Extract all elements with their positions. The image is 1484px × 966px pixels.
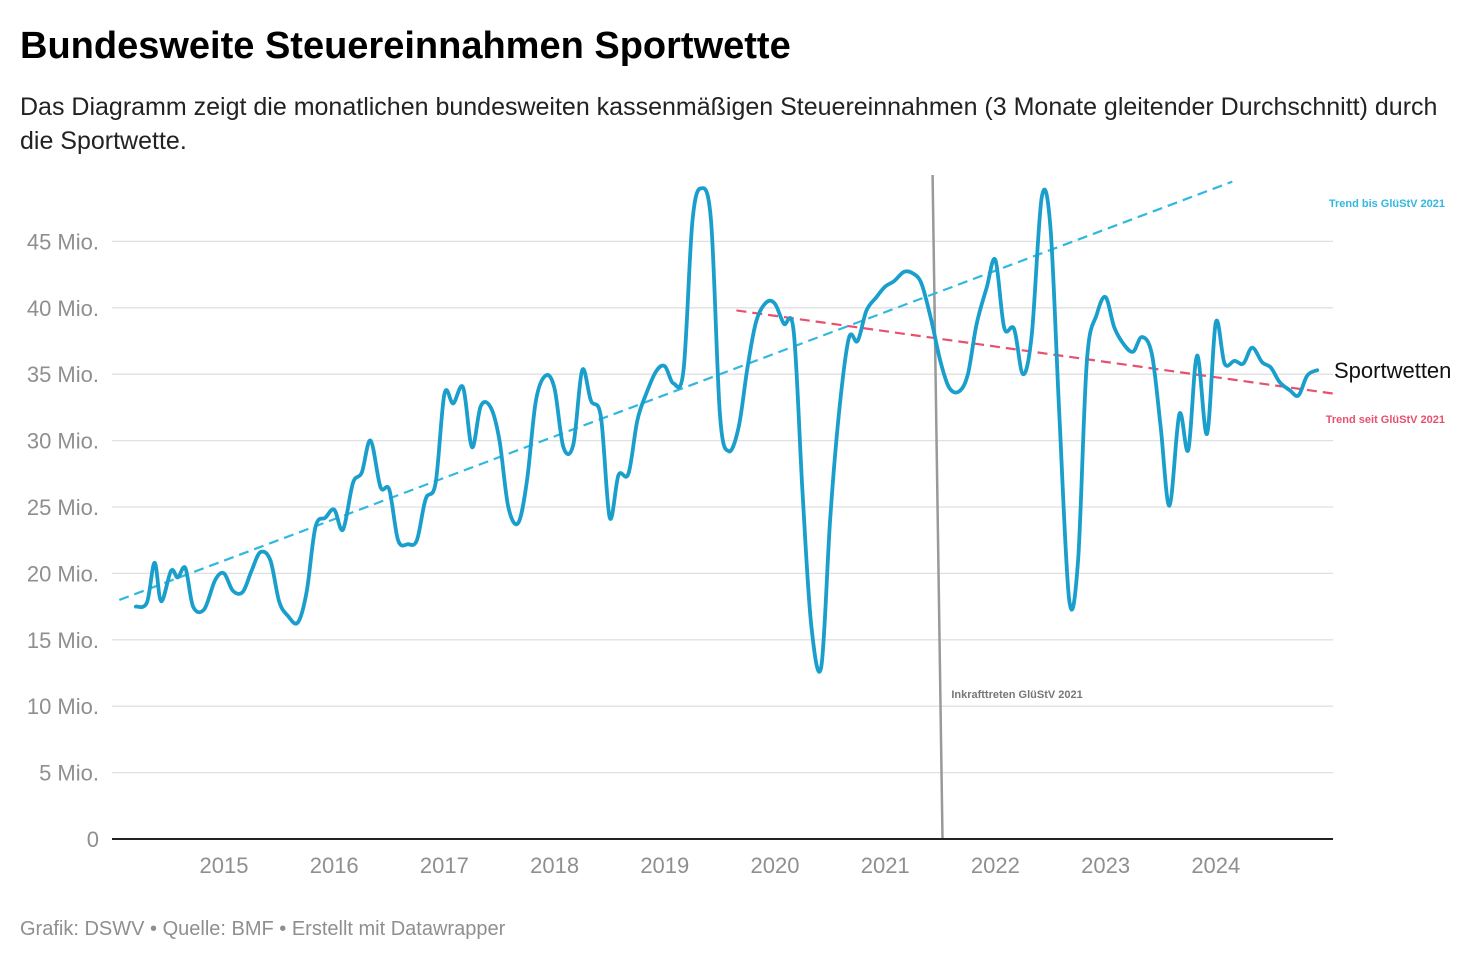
series-lines: Sportwetten <box>133 186 1451 674</box>
event-annotation: Inkrafttreten GlüStV 2021 <box>931 174 1083 840</box>
y-tick-label-45: 45 Mio. <box>27 229 99 254</box>
trend-after <box>736 309 1338 396</box>
y-tick-label-30: 30 Mio. <box>27 429 99 454</box>
y-tick-label-20: 20 Mio. <box>27 561 99 586</box>
series-label-sportwetten: Sportwetten <box>1334 358 1451 383</box>
x-tick-label-2016: 2016 <box>310 853 359 878</box>
y-tick-label-5: 5 Mio. <box>39 761 99 786</box>
event-line <box>931 174 944 840</box>
x-tick-label-2017: 2017 <box>420 853 469 878</box>
series-line-sportwetten <box>133 186 1320 674</box>
trend-before <box>118 180 1233 601</box>
x-tick-label-2024: 2024 <box>1191 853 1240 878</box>
x-axis-ticks: 2015 2016 2017 2018 2019 2020 2021 2022 2023 2024 <box>200 853 1241 878</box>
x-tick-label-2020: 2020 <box>751 853 800 878</box>
event-label: Inkrafttreten GlüStV 2021 <box>951 689 1082 701</box>
x-tick-label-2018: 2018 <box>530 853 579 878</box>
y-tick-label-25: 25 Mio. <box>27 495 99 520</box>
trend-before-label: Trend bis GlüStV 2021 <box>1329 198 1445 210</box>
x-tick-label-2015: 2015 <box>200 853 249 878</box>
trend-lines: Trend bis GlüStV 2021 Trend seit GlüStV 2… <box>118 180 1445 601</box>
x-tick-label-2022: 2022 <box>971 853 1020 878</box>
x-tick-label-2019: 2019 <box>640 853 689 878</box>
x-tick-label-2023: 2023 <box>1081 853 1130 878</box>
chart-subtitle: Das Diagramm zeigt die monatlichen bunde… <box>20 93 1438 155</box>
y-tick-label-40: 40 Mio. <box>27 296 99 321</box>
x-tick-label-2021: 2021 <box>861 853 910 878</box>
y-tick-label-10: 10 Mio. <box>27 694 99 719</box>
y-axis-ticks: 0 5 Mio. 10 Mio. 15 Mio. 20 Mio. 25 Mio. 30 Mi… <box>27 229 99 852</box>
chart-footer: Grafik: DSWV • Quelle: BMF • Erstellt mi… <box>20 918 506 940</box>
y-tick-label-0: 0 <box>87 827 99 852</box>
trend-after-label: Trend seit GlüStV 2021 <box>1326 414 1445 426</box>
y-tick-label-35: 35 Mio. <box>27 362 99 387</box>
chart-title: Bundesweite Steuereinnahmen Sportwette <box>20 25 791 67</box>
y-tick-label-15: 15 Mio. <box>27 628 99 653</box>
gridlines <box>112 240 1333 774</box>
